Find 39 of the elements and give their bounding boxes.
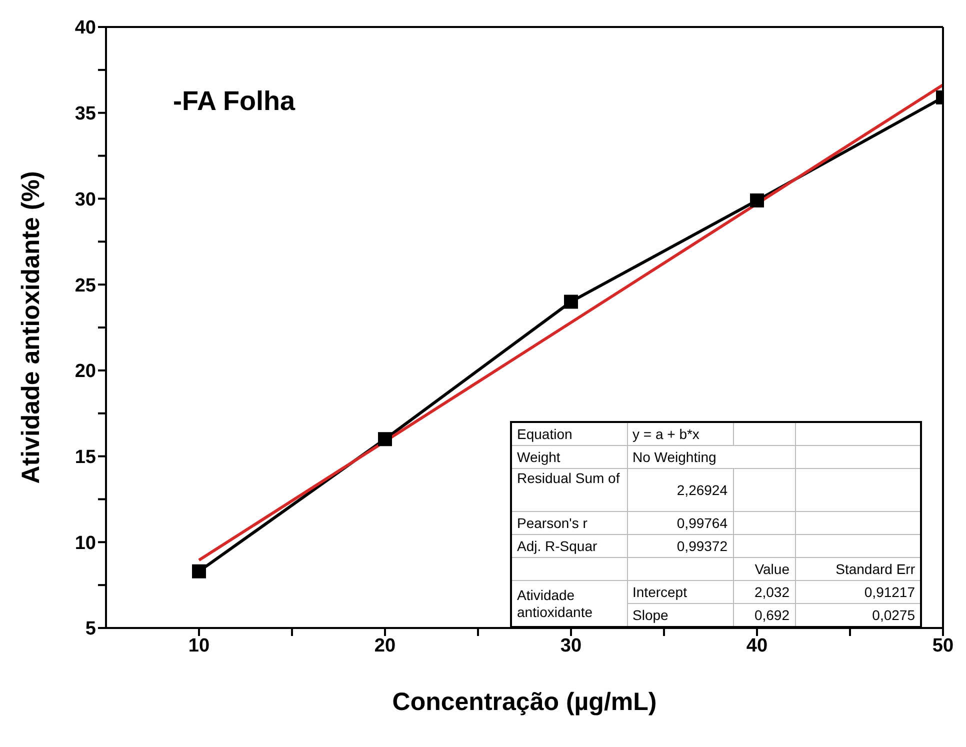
annotation: Residual Sum of [511, 468, 627, 512]
annotation: Weight [511, 446, 627, 468]
y-tick-label: 30 [74, 189, 96, 210]
x-tick-label: 20 [374, 635, 396, 656]
annotation: 2,032 [733, 580, 795, 604]
x-axis-title: Concentração (µg/mL) [392, 688, 657, 716]
point [564, 294, 578, 309]
annotation: Standard Err [795, 558, 921, 580]
annotation: 0,91217 [795, 580, 921, 604]
annotation: 2,26924 [627, 468, 733, 512]
y-tick-label: 5 [85, 618, 96, 640]
y-tick-label: 20 [74, 361, 96, 382]
x-tick-label: 40 [746, 635, 768, 656]
annotation: Equation [511, 422, 627, 446]
annotation: Pearson's r [511, 512, 627, 534]
annotation: 0,99764 [627, 512, 733, 534]
point [750, 193, 764, 208]
annotation: Slope [627, 604, 733, 627]
point [378, 432, 392, 446]
y-tick-label: 15 [74, 447, 96, 468]
annotation: y = a + b*x [627, 422, 733, 446]
annotation: Adj. R-Squar [511, 534, 627, 558]
annotation: 0,0275 [795, 604, 921, 627]
y-tick-label: 40 [74, 18, 96, 39]
x-tick-label: 10 [188, 635, 210, 656]
y-tick-label: 35 [74, 104, 96, 125]
annotation: Value [733, 558, 795, 580]
annotation: Atividade antioxidante [511, 580, 627, 627]
y-axis-title: Atividade antioxidante (%) [16, 171, 45, 484]
y-tick-label: 10 [74, 532, 96, 554]
point [192, 564, 206, 578]
annotation: No Weighting [627, 446, 795, 468]
annotation: 0,99372 [627, 534, 733, 558]
x-tick-label: 50 [932, 635, 954, 656]
annotation: -FA Folha [173, 86, 295, 117]
x-tick-label: 30 [560, 635, 582, 656]
y-tick-label: 25 [74, 275, 96, 296]
annotation: Intercept [627, 580, 733, 604]
annotation: 0,692 [733, 604, 795, 627]
